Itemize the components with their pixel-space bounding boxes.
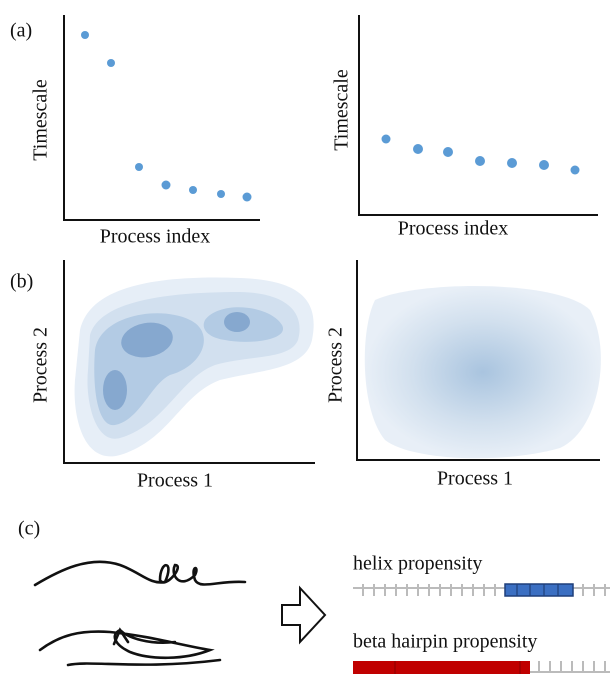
panel-label: (b) bbox=[10, 271, 33, 293]
x-label: Process 1 bbox=[437, 468, 513, 490]
arrow bbox=[281, 585, 327, 645]
x-label: Process index bbox=[100, 226, 211, 248]
density bbox=[364, 286, 601, 459]
x-label: Process 1 bbox=[137, 470, 213, 492]
plot: Process 1 Process 2 bbox=[325, 260, 601, 490]
plot: Process index Timescale bbox=[331, 15, 598, 240]
axes bbox=[63, 260, 315, 464]
plot: Process index Timescale bbox=[30, 15, 260, 248]
propensity-bar bbox=[353, 583, 610, 597]
row-label: helix propensity bbox=[353, 553, 482, 575]
axes bbox=[356, 260, 600, 461]
x-label: Process index bbox=[398, 218, 509, 240]
y-label: Process 2 bbox=[325, 327, 347, 403]
y-label: Process 2 bbox=[30, 327, 52, 403]
row-label: beta hairpin propensity bbox=[353, 631, 537, 653]
panel-label: (a) bbox=[10, 20, 32, 42]
axes bbox=[358, 15, 598, 216]
y-label: Timescale bbox=[30, 79, 52, 161]
axes bbox=[63, 15, 260, 221]
plot: Process 1 Process 2 bbox=[30, 260, 315, 492]
points bbox=[81, 31, 252, 202]
propensity-bar bbox=[353, 661, 610, 674]
chains bbox=[33, 560, 247, 667]
y-label: Timescale bbox=[331, 69, 353, 151]
panel-label: (c) bbox=[18, 518, 40, 540]
points bbox=[381, 134, 580, 175]
density bbox=[74, 277, 314, 457]
